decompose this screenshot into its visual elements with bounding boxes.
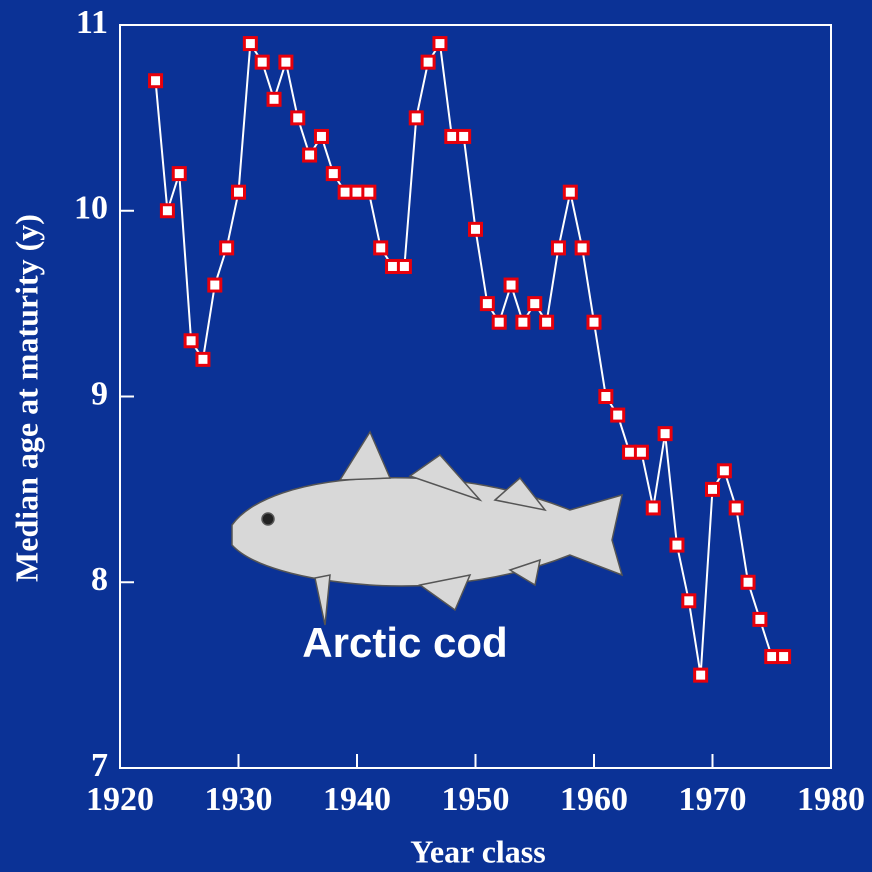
- marker: [278, 54, 294, 70]
- marker: [622, 444, 638, 460]
- marker: [171, 166, 187, 182]
- y-tick-label: 8: [91, 561, 108, 598]
- marker: [408, 110, 424, 126]
- marker: [373, 240, 389, 256]
- marker: [574, 240, 590, 256]
- marker: [385, 258, 401, 274]
- marker: [349, 184, 365, 200]
- marker: [633, 444, 649, 460]
- marker: [645, 500, 661, 516]
- x-tick-label: 1970: [679, 781, 747, 818]
- marker: [266, 91, 282, 107]
- y-tick-label: 10: [74, 190, 108, 227]
- marker: [764, 649, 780, 665]
- x-tick-label: 1940: [323, 781, 391, 818]
- marker: [479, 296, 495, 312]
- marker: [539, 314, 555, 330]
- marker: [527, 296, 543, 312]
- marker: [432, 36, 448, 52]
- marker: [195, 351, 211, 367]
- marker: [681, 593, 697, 609]
- x-tick-label: 1960: [560, 781, 628, 818]
- marker: [456, 128, 472, 144]
- marker: [468, 221, 483, 237]
- marker: [752, 611, 768, 627]
- marker: [562, 184, 578, 200]
- marker: [728, 500, 744, 516]
- marker: [586, 314, 602, 330]
- marker: [515, 314, 531, 330]
- x-tick-label: 1930: [205, 781, 273, 818]
- marker: [705, 481, 720, 497]
- marker: [231, 184, 246, 200]
- marker: [669, 537, 685, 553]
- marker: [159, 203, 175, 219]
- marker: [148, 73, 164, 89]
- marker: [361, 184, 377, 200]
- marker: [183, 333, 199, 349]
- marker: [610, 407, 626, 423]
- x-axis-label: Year class: [410, 833, 545, 869]
- marker: [313, 128, 329, 144]
- marker: [290, 110, 306, 126]
- marker: [503, 277, 519, 293]
- y-axis-label: Median age at maturity (y): [8, 214, 44, 582]
- marker: [716, 463, 732, 479]
- x-tick-label: 1980: [797, 781, 865, 818]
- marker: [550, 240, 566, 256]
- marker: [444, 128, 460, 144]
- fish-illustration: [231, 430, 624, 626]
- marker: [598, 389, 614, 404]
- y-tick-label: 7: [91, 747, 108, 784]
- marker: [254, 54, 270, 70]
- marker: [219, 240, 235, 256]
- x-tick-label: 1950: [442, 781, 510, 818]
- y-tick-label: 9: [91, 375, 108, 412]
- marker: [693, 667, 709, 683]
- marker: [420, 54, 436, 70]
- marker: [325, 166, 341, 182]
- x-tick-label: 1920: [86, 781, 154, 818]
- marker: [740, 574, 756, 590]
- marker: [657, 426, 673, 442]
- marker: [776, 649, 792, 665]
- marker: [207, 277, 223, 293]
- marker: [337, 184, 353, 200]
- marker: [491, 314, 507, 330]
- marker: [302, 147, 318, 163]
- marker: [396, 258, 412, 274]
- y-tick-label: 11: [76, 4, 108, 41]
- annotation: Arctic cod: [302, 619, 507, 666]
- marker: [242, 36, 258, 52]
